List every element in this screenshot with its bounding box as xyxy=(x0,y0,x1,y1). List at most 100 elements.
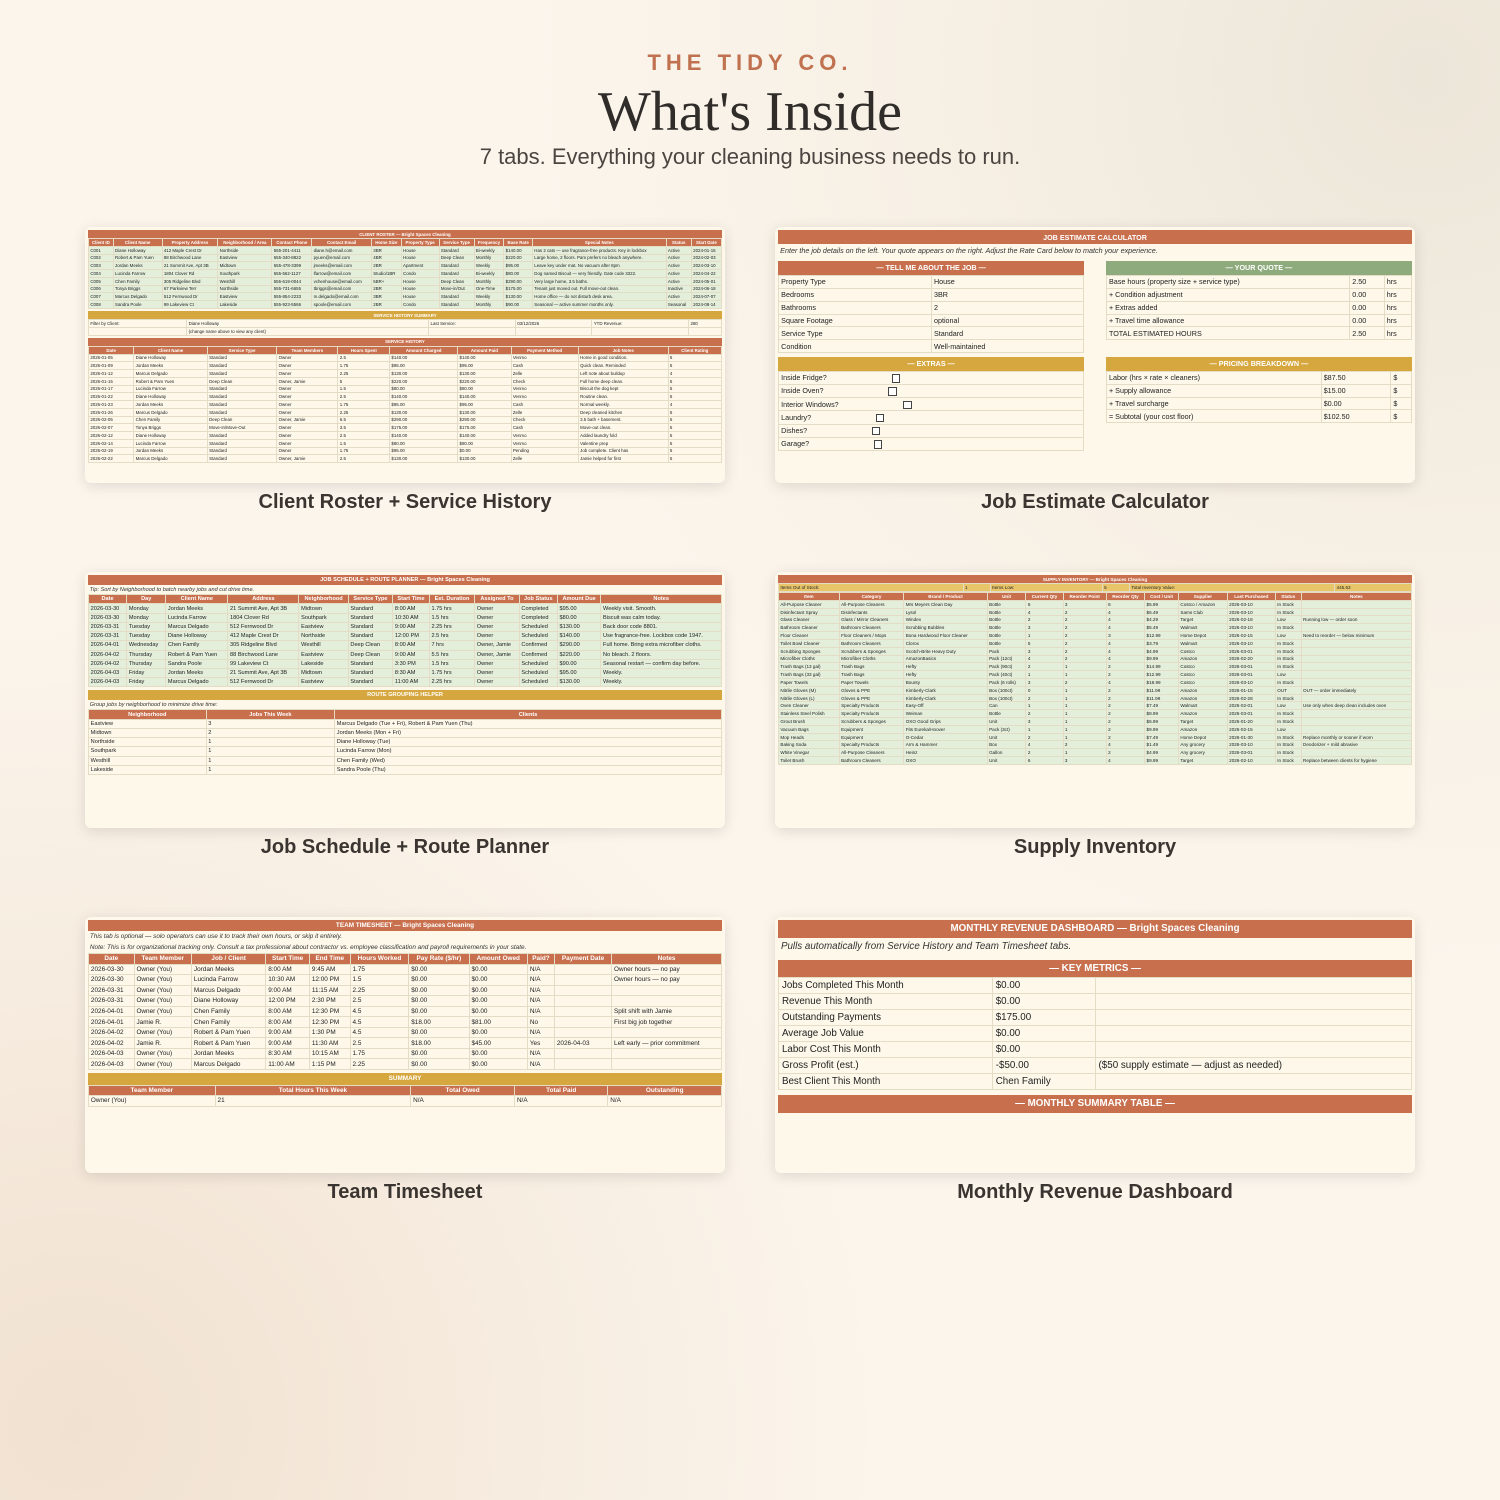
cell: 9:45 AM xyxy=(308,963,351,976)
cell: 2 xyxy=(1062,607,1107,617)
cell: $0.00 xyxy=(408,974,470,986)
header-cell: Client Name xyxy=(165,594,229,605)
cell: $87.50 xyxy=(1320,370,1392,385)
cell: 5 xyxy=(667,438,723,448)
cell: Gross Profit (est.) xyxy=(778,1056,993,1074)
cell: 4 xyxy=(1105,607,1146,617)
cell: 2024-07-07 xyxy=(690,292,723,302)
cell: Seasonal — active summer months only. xyxy=(531,300,667,309)
cell: Diane Holloway xyxy=(186,319,430,328)
cell: Walmart xyxy=(1178,701,1228,711)
cell: $175.00 xyxy=(457,423,512,433)
cell: Clorox xyxy=(903,638,988,648)
cell: Bathroom Cleaners xyxy=(838,756,905,765)
cell: 3 xyxy=(1025,623,1064,633)
section-band: SERVICE HISTORY xyxy=(88,337,722,346)
cell: hrs xyxy=(1383,300,1413,315)
cell xyxy=(611,995,722,1007)
row: C004 Lucinda Farrow 1804 Clover Rd Southpar… xyxy=(88,269,723,278)
cell: Replace monthly or sooner if worn xyxy=(1300,732,1413,742)
row: Lakeside 1 Sandra Poole (Thu) xyxy=(88,764,722,776)
cell: Standard xyxy=(347,667,394,679)
sheet-preview: JOB SCHEDULE + ROUTE PLANNER — Bright Sp… xyxy=(85,572,725,828)
header-cell: Brand / Product xyxy=(903,592,988,601)
cell: Scrubbers & Sponges xyxy=(838,646,905,656)
cell: 2.5 xyxy=(337,454,391,464)
cell: 2 xyxy=(1025,732,1064,742)
cell: 5 xyxy=(667,361,723,371)
cell: Gloves & PPE xyxy=(838,685,905,695)
cell: Owner xyxy=(276,407,339,417)
cell: Standard xyxy=(438,292,475,302)
sheet-table: Item Category Brand / Product Unit Current Q… xyxy=(778,592,1413,765)
cell: Stainless Steel Polish xyxy=(778,709,840,719)
cell: $140.00 xyxy=(457,431,512,440)
cell: Diane Holloway (Tue) xyxy=(334,737,722,748)
cell: C004 xyxy=(88,269,114,278)
header-cell: Outstanding xyxy=(607,1084,722,1097)
cell: Bottle xyxy=(986,638,1027,648)
cell: Standard xyxy=(206,392,278,402)
cell: 2026-02-15 xyxy=(1226,724,1276,734)
cell: Home Depot xyxy=(1178,631,1228,640)
cell: No bleach. 2 floors. xyxy=(600,649,722,660)
cell: House xyxy=(400,276,440,286)
cell: In Stock xyxy=(1274,607,1302,617)
section-band: ROUTE GROUPING HELPER xyxy=(88,690,722,701)
cell: $0.00 xyxy=(1320,396,1392,411)
cell: Owner xyxy=(276,369,339,378)
cell: 1 xyxy=(1062,662,1107,672)
row: Southpark 1 Lucinda Farrow (Mon) xyxy=(88,746,722,757)
cell: 3 xyxy=(205,718,336,729)
cell: Chen Family xyxy=(190,1005,267,1018)
sheet: JOB SCHEDULE + ROUTE PLANNER — Bright Sp… xyxy=(85,572,725,778)
cell: vchenhouse@email.com xyxy=(311,276,372,286)
cell: 1 xyxy=(1025,631,1064,640)
cell: Lucinda Farrow xyxy=(112,269,163,278)
cell: 1 xyxy=(1062,701,1107,711)
header-cell: Service Type xyxy=(206,345,278,355)
cell: hrs xyxy=(1383,287,1413,302)
cell: Robert & Pam Yuen xyxy=(190,1037,267,1049)
cell: 2026-03-10 xyxy=(1226,677,1276,687)
cell: Floor Cleaner xyxy=(778,631,840,640)
row: Grout Brush Scrubbers & Sponges OXO Good G… xyxy=(778,717,1413,726)
cell: $3.79 xyxy=(1144,638,1180,648)
cell: In Stock xyxy=(1274,756,1302,765)
row: 2026-03-30 Monday Lucinda Farrow 1804 Clove… xyxy=(87,612,722,623)
row: 2026-04-03 Owner (You) Marcus Delgado 11:00… xyxy=(88,1058,722,1070)
cell: Disinfectants xyxy=(838,607,905,617)
cell: N/A xyxy=(607,1095,722,1107)
cell: 11:30 AM xyxy=(308,1037,351,1049)
header-cell: Team Members xyxy=(276,345,339,355)
cell: Bottle xyxy=(986,599,1027,609)
cell: Deep Clean xyxy=(438,276,475,286)
sheet-preview: SUPPLY INVENTORY — Bright Spaces Cleanin… xyxy=(775,572,1415,828)
cell: $9.99 xyxy=(1144,724,1180,734)
cell: Midtown xyxy=(217,261,273,271)
cell: 2026-04-03 xyxy=(88,1058,135,1070)
cell: 2026-03-30 xyxy=(87,603,128,614)
cell: House xyxy=(400,292,440,302)
cell: Venmo xyxy=(510,384,579,394)
cell: In Stock xyxy=(1274,740,1302,750)
cell: Amazon xyxy=(1178,709,1228,719)
cell: 1 xyxy=(1062,670,1107,679)
cell: 21 Summit Ave, Apt 3B xyxy=(161,261,219,271)
cell: Routine clean. xyxy=(577,392,669,402)
cell: 1.5 xyxy=(349,974,410,986)
cell xyxy=(428,326,516,336)
cell: 2026-02-01 xyxy=(1226,701,1276,711)
cell: $290.00 xyxy=(457,415,512,425)
sheet-table: Date Client Name Service Type Team Members H… xyxy=(87,345,723,464)
header-cell: Pay Rate ($/hr) xyxy=(408,953,470,965)
cell: Monthly xyxy=(473,276,505,286)
cell xyxy=(1094,977,1413,995)
header-cell: Start Time xyxy=(392,594,430,605)
cell: 445.63 xyxy=(1334,583,1412,593)
cell: Property Type xyxy=(778,274,932,289)
cell: 1.5 hrs xyxy=(428,658,476,670)
cell: Bathroom Cleaners xyxy=(838,638,905,648)
cell: 5 xyxy=(667,415,723,425)
row: Owner (You) 21 N/A N/A N/A xyxy=(88,1095,722,1107)
